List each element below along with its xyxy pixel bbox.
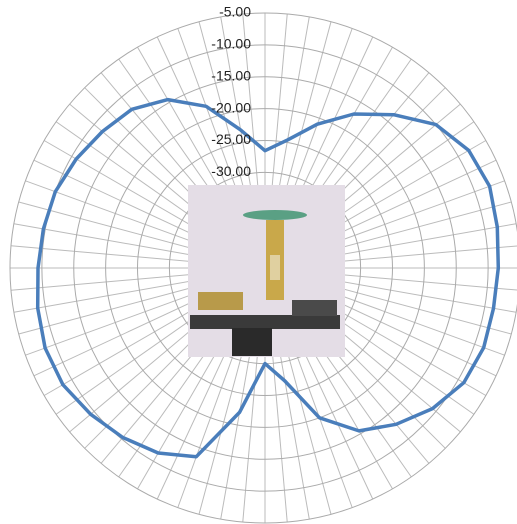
product-photo [188,185,345,357]
grid-ring [41,44,489,492]
grid-ring [105,108,425,428]
plot [35,97,501,459]
y-tick-label: -15.00 [211,67,251,83]
y-tick-label: -25.00 [211,131,251,147]
grid-ring [73,76,457,460]
y-tick-label: -20.00 [211,99,251,115]
y-tick-label: -30.00 [211,163,251,179]
y-tick-label: -5.00 [219,4,251,20]
axis-labels: -30.00 -25.00 -20.00 -15.00 -10.00 -5.00 [211,4,251,179]
grid-ring [9,12,517,524]
series-line [35,97,501,459]
grid-ring [137,140,393,396]
y-tick-label: -10.00 [211,36,251,52]
